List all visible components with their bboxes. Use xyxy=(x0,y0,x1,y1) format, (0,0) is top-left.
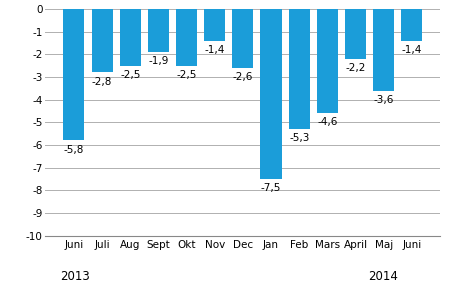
Text: -2,2: -2,2 xyxy=(345,63,366,73)
Text: -2,5: -2,5 xyxy=(120,70,140,80)
Bar xyxy=(317,9,338,113)
Text: -1,4: -1,4 xyxy=(205,45,225,55)
Bar xyxy=(92,9,113,72)
Bar xyxy=(289,9,310,129)
Bar xyxy=(401,9,422,41)
Bar xyxy=(232,9,253,68)
Text: -5,3: -5,3 xyxy=(289,133,310,143)
Bar xyxy=(373,9,394,91)
Text: -2,6: -2,6 xyxy=(233,72,253,82)
Text: -3,6: -3,6 xyxy=(374,95,394,105)
Text: -7,5: -7,5 xyxy=(261,183,281,193)
Bar xyxy=(345,9,366,59)
Bar xyxy=(261,9,281,179)
Text: 2014: 2014 xyxy=(368,270,398,283)
Bar xyxy=(148,9,169,52)
Text: -1,9: -1,9 xyxy=(148,56,168,66)
Text: -4,6: -4,6 xyxy=(317,117,338,127)
Bar xyxy=(204,9,225,41)
Text: -5,8: -5,8 xyxy=(64,145,84,155)
Bar xyxy=(176,9,197,66)
Text: -1,4: -1,4 xyxy=(402,45,422,55)
Text: -2,5: -2,5 xyxy=(176,70,197,80)
Text: -2,8: -2,8 xyxy=(92,77,112,87)
Bar xyxy=(120,9,141,66)
Bar xyxy=(64,9,84,140)
Text: 2013: 2013 xyxy=(60,270,89,283)
